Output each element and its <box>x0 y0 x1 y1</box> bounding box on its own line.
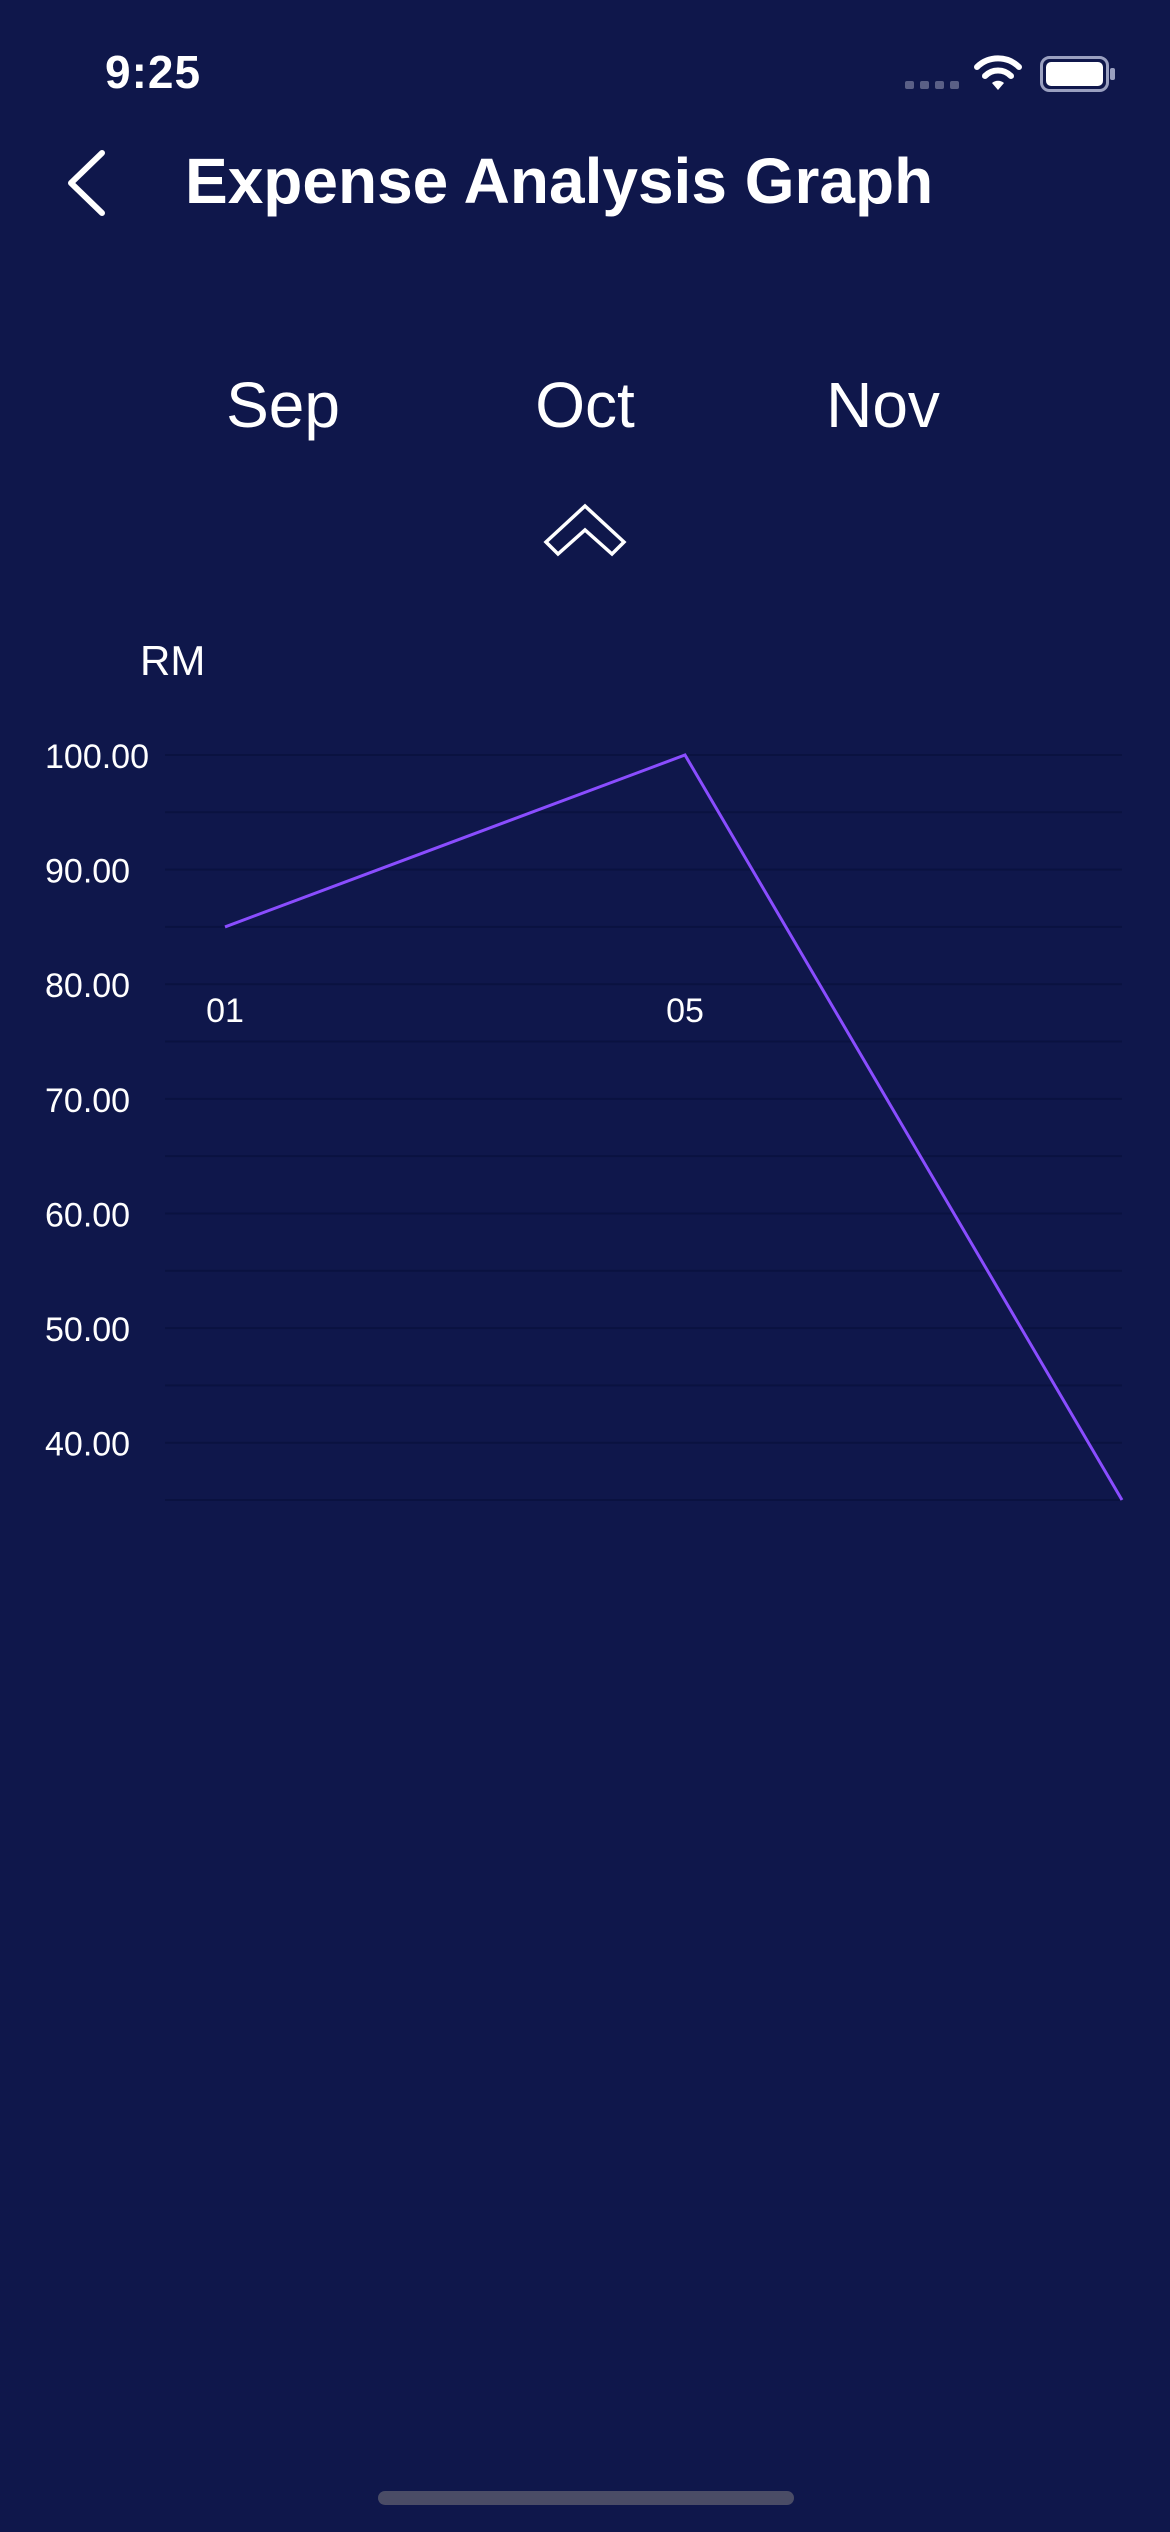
y-tick-label: 80.00 <box>45 967 130 1005</box>
y-tick-label: 90.00 <box>45 853 130 891</box>
expense-chart: RM 100.00 90.00 80.00 70.00 60.00 50.00 40.00 01… <box>0 600 1170 1650</box>
month-selector: Sep Oct Nov <box>0 355 1170 455</box>
series-line <box>224 753 1124 1501</box>
y-tick-label: 100.00 <box>45 738 149 776</box>
back-button[interactable] <box>55 145 125 221</box>
page-title: Expense Analysis Graph <box>185 145 934 217</box>
month-next[interactable]: Nov <box>826 369 940 441</box>
battery-icon <box>1040 56 1115 92</box>
month-prev[interactable]: Sep <box>226 369 340 441</box>
home-indicator <box>378 2491 794 2505</box>
wifi-icon <box>974 55 1022 90</box>
x-tick-label: 01 <box>206 992 244 1030</box>
y-tick-label: 70.00 <box>45 1082 130 1120</box>
status-bar: 9:25 <box>0 0 1170 150</box>
chevron-up-button[interactable] <box>540 498 630 564</box>
month-current[interactable]: Oct <box>535 369 635 441</box>
status-time: 9:25 <box>105 46 202 98</box>
y-tick-label: 40.00 <box>45 1426 130 1464</box>
chevron-left-icon <box>68 150 105 216</box>
x-tick-label: 05 <box>666 992 704 1030</box>
chart-svg: RM 100.00 90.00 80.00 70.00 60.00 50.00 40.00 01… <box>45 637 1124 1501</box>
y-tick-label: 60.00 <box>45 1196 130 1234</box>
y-axis-label: RM <box>140 637 205 684</box>
chevron-up-icon <box>543 503 627 557</box>
nav-bar: Expense Analysis Graph <box>0 130 1170 230</box>
cellular-signal-icon <box>905 81 959 89</box>
y-tick-label: 50.00 <box>45 1311 130 1349</box>
